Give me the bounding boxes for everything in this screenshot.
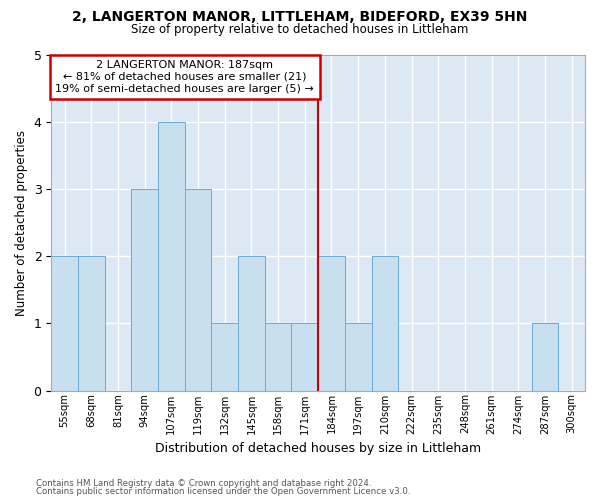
Bar [158, 122, 185, 390]
Bar [371, 256, 398, 390]
Text: 2, LANGERTON MANOR, LITTLEHAM, BIDEFORD, EX39 5HN: 2, LANGERTON MANOR, LITTLEHAM, BIDEFORD,… [73, 10, 527, 24]
Bar [238, 256, 265, 390]
Text: Contains HM Land Registry data © Crown copyright and database right 2024.: Contains HM Land Registry data © Crown c… [36, 478, 371, 488]
Text: Size of property relative to detached houses in Littleham: Size of property relative to detached ho… [131, 22, 469, 36]
Bar [131, 189, 158, 390]
Bar [345, 324, 371, 390]
Bar [185, 189, 211, 390]
Bar [265, 324, 292, 390]
Text: Contains public sector information licensed under the Open Government Licence v3: Contains public sector information licen… [36, 488, 410, 496]
Bar [532, 324, 559, 390]
Bar [51, 256, 78, 390]
X-axis label: Distribution of detached houses by size in Littleham: Distribution of detached houses by size … [155, 442, 481, 455]
Bar [211, 324, 238, 390]
Bar [318, 256, 345, 390]
Text: 2 LANGERTON MANOR: 187sqm
← 81% of detached houses are smaller (21)
19% of semi-: 2 LANGERTON MANOR: 187sqm ← 81% of detac… [55, 60, 314, 94]
Bar [292, 324, 318, 390]
Y-axis label: Number of detached properties: Number of detached properties [15, 130, 28, 316]
Bar [78, 256, 104, 390]
